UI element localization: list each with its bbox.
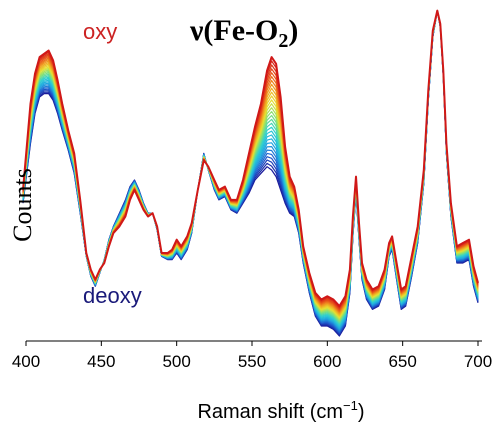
x-tick-label-600: 600 xyxy=(313,352,341,371)
y-axis-title: Counts xyxy=(8,168,37,242)
x-tick-label-500: 500 xyxy=(162,352,190,371)
x-tick-label-650: 650 xyxy=(388,352,416,371)
deoxy-annotation: deoxy xyxy=(83,283,142,308)
x-tick-label-450: 450 xyxy=(87,352,115,371)
x-tick-group: 400 450 500 550 600 650 700 xyxy=(12,341,492,371)
spectra-series-group xyxy=(22,9,479,337)
chart-title: ν(Fe-O2) xyxy=(189,14,298,52)
x-tick-label-400: 400 xyxy=(12,352,40,371)
x-axis-title: Raman shift (cm−1) xyxy=(197,398,364,423)
spectrum-line-29 xyxy=(22,9,479,308)
oxy-annotation: oxy xyxy=(83,19,117,44)
x-tick-label-700: 700 xyxy=(464,352,492,371)
x-tick-label-550: 550 xyxy=(238,352,266,371)
